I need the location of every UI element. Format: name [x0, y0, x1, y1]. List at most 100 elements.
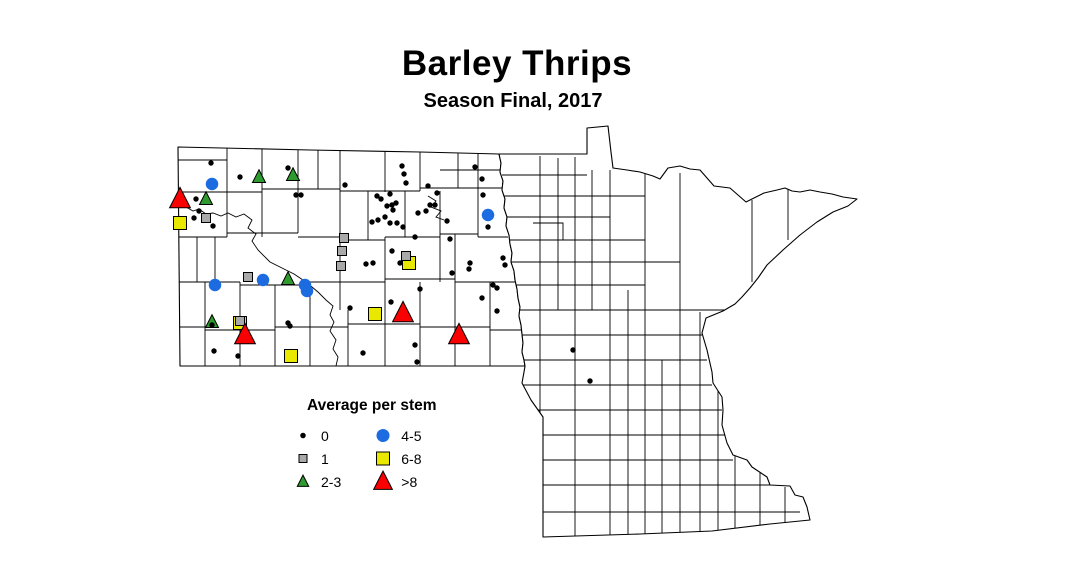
marker-avg-0 [390, 207, 396, 213]
marker-avg-0 [449, 270, 455, 276]
marker-avg-1 [201, 213, 211, 223]
marker-avg-0 [485, 224, 491, 230]
marker-avg-0 [369, 219, 375, 225]
legend-title: Average per stem [307, 397, 437, 414]
marker-avg-6-8 [284, 349, 298, 363]
legend-item-avg-0: 0 [288, 424, 356, 447]
mn-state-outline [498, 125, 858, 538]
marker-avg-0 [403, 180, 409, 186]
marker-avg-0 [494, 308, 500, 314]
marker-avg-0 [210, 223, 216, 229]
legend-item-avg-6-8: 6-8 [368, 447, 436, 470]
nd-river-lines [185, 195, 445, 366]
marker-avg-4-5 [481, 208, 495, 222]
marker-avg-0 [387, 191, 393, 197]
legend-item-label: 0 [321, 427, 329, 444]
legend-item-avg-2-3: 2-3 [288, 470, 356, 493]
marker-avg-0 [235, 353, 241, 359]
marker-avg-6-8 [368, 307, 382, 321]
marker-avg-1 [337, 246, 347, 256]
marker-avg-1 [339, 233, 349, 243]
north-dakota-map [177, 146, 526, 367]
marker-avg-0 [393, 200, 399, 206]
map-markers [168, 160, 593, 384]
legend-item-label: 6-8 [401, 450, 422, 467]
marker-avg-0 [394, 220, 400, 226]
marker-avg-0 [434, 190, 440, 196]
marker-avg-4-5 [208, 278, 222, 292]
marker-avg-0 [472, 164, 478, 170]
marker-avg-1 [235, 316, 245, 326]
marker-avg-0 [384, 203, 390, 209]
marker-avg-6-8 [173, 216, 187, 230]
marker-avg-0 [287, 323, 293, 329]
chart-subtitle: Season Final, 2017 [423, 90, 603, 112]
marker-avg-0 [363, 261, 369, 267]
marker-avg-0 [389, 202, 395, 208]
legend-item-avg-1: 1 [288, 447, 356, 470]
chart-title: Barley Thrips [401, 44, 633, 83]
legend-item-label: 2-3 [321, 473, 342, 490]
marker-avg-0 [467, 260, 473, 266]
marker-avg-0 [502, 262, 508, 268]
marker-avg-0 [342, 182, 348, 188]
marker-avg-0 [414, 359, 420, 365]
marker-avg-2-3 [285, 166, 301, 181]
marker-avg-0 [360, 350, 366, 356]
marker-avg-0 [466, 266, 472, 272]
marker-avg-0 [389, 248, 395, 254]
marker-avg-0 [378, 196, 384, 202]
marker-avg-0 [237, 174, 243, 180]
marker-avg-0 [490, 282, 496, 288]
marker-avg-0 [193, 196, 199, 202]
avg-6-8-symbol [376, 451, 391, 466]
marker-avg-4-5 [205, 177, 219, 191]
legend-items: 0 1 2-3 4-5 6-8 >8 [288, 424, 437, 493]
marker-avg-2-3 [280, 270, 296, 285]
marker-avg-0 [382, 214, 388, 220]
legend-item-label: >8 [401, 473, 418, 490]
marker-avg-0 [444, 218, 450, 224]
marker-avg-0 [399, 163, 405, 169]
marker-avg-2-3 [251, 168, 267, 183]
marker-avg-0 [285, 165, 291, 171]
marker-avg-0 [401, 171, 407, 177]
marker-avg-0 [388, 299, 394, 305]
marker-avg-1 [243, 272, 253, 282]
marker-avg-0 [415, 210, 421, 216]
marker-avg-0 [347, 305, 353, 311]
marker-avg-0 [412, 234, 418, 240]
marker-avg-4-5 [256, 273, 270, 287]
marker-avg-0 [479, 295, 485, 301]
marker-avg-0 [209, 322, 215, 328]
avg-1-symbol [298, 454, 308, 463]
marker-avg-0 [412, 342, 418, 348]
marker-avg-gt8 [168, 186, 192, 209]
nd-state-outline [177, 146, 526, 367]
marker-avg-0 [479, 176, 485, 182]
avg-2-3-symbol [296, 474, 310, 487]
legend-item-label: 4-5 [401, 427, 422, 444]
marker-avg-0 [587, 378, 593, 384]
marker-avg-0 [500, 255, 506, 261]
legend-item-avg-4-5: 4-5 [368, 424, 436, 447]
marker-avg-0 [570, 347, 576, 353]
marker-avg-0 [480, 192, 486, 198]
marker-avg-0 [208, 160, 214, 166]
avg-0-symbol [300, 432, 306, 439]
marker-avg-0 [423, 208, 429, 214]
legend-item-label: 1 [321, 450, 329, 467]
marker-avg-2-3 [198, 190, 214, 205]
marker-avg-0 [387, 220, 393, 226]
marker-avg-0 [370, 260, 376, 266]
marker-avg-0 [494, 285, 500, 291]
marker-avg-gt8 [447, 322, 471, 345]
marker-avg-0 [298, 192, 304, 198]
marker-avg-0 [293, 192, 299, 198]
marker-avg-0 [196, 208, 202, 214]
legend-item-avg-gt8: >8 [368, 470, 436, 493]
marker-avg-0 [417, 286, 423, 292]
legend: Average per stem 0 1 2-3 4-5 6-8 >8 [288, 397, 437, 493]
